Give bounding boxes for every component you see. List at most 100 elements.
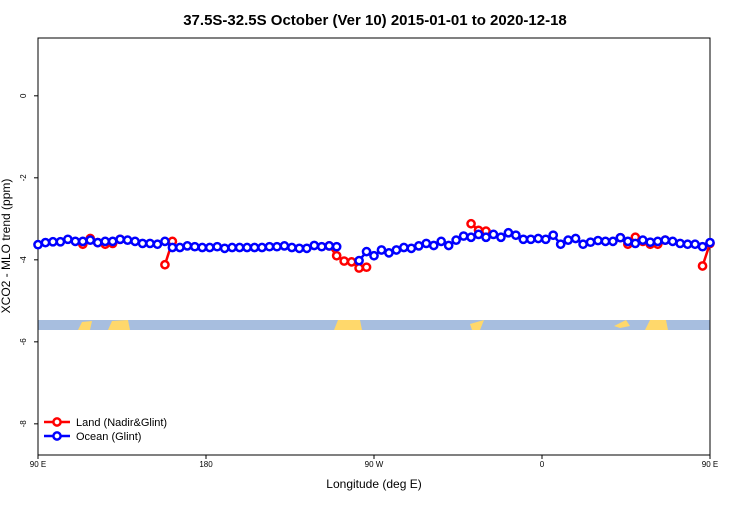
data-point	[511, 230, 521, 241]
data-point	[324, 241, 335, 251]
data-point	[481, 232, 491, 243]
data-point	[331, 250, 342, 261]
data-point	[458, 231, 469, 241]
data-point	[578, 239, 588, 250]
data-point	[421, 238, 432, 249]
data-point	[384, 248, 394, 258]
data-point	[466, 218, 476, 229]
data-point	[466, 232, 476, 243]
data-point	[152, 239, 163, 250]
data-point	[309, 240, 320, 251]
data-point	[496, 232, 506, 243]
data-point	[690, 239, 700, 250]
data-point	[600, 236, 611, 247]
data-point	[339, 256, 349, 266]
data-point	[227, 242, 237, 253]
data-point	[212, 241, 223, 252]
data-point	[436, 236, 447, 247]
data-point	[354, 263, 364, 273]
y-tick-label: -4	[19, 256, 28, 264]
x-tick-label: 0	[540, 460, 545, 469]
x-axis-label: Longitude (deg E)	[326, 477, 421, 491]
data-point	[518, 234, 529, 245]
data-point	[48, 236, 58, 247]
data-point	[160, 259, 170, 270]
data-point	[697, 261, 708, 271]
data-point	[667, 236, 678, 247]
data-point	[272, 241, 282, 252]
data-point	[391, 245, 402, 255]
legend-marker	[52, 417, 62, 427]
data-point	[399, 242, 409, 253]
data-point	[540, 234, 551, 245]
map-strip	[38, 320, 710, 330]
data-point	[525, 234, 536, 245]
y-tick-label: -6	[19, 338, 28, 346]
data-point	[630, 238, 641, 249]
data-point	[361, 246, 372, 257]
data-point	[130, 236, 140, 247]
y-tick-label: -8	[19, 420, 28, 428]
legend-label: Land (Nadir&Glint)	[76, 417, 167, 429]
data-point	[264, 241, 275, 252]
data-point	[660, 235, 671, 245]
data-point	[55, 236, 66, 247]
data-point	[406, 243, 417, 254]
data-point	[40, 237, 51, 248]
y-axis-label: XCO2 - MLO trend (ppm)	[0, 179, 13, 314]
x-tick-label: 90 E	[702, 460, 718, 469]
data-point	[608, 236, 618, 247]
data-point	[331, 241, 342, 252]
data-point	[675, 238, 685, 249]
data-point	[354, 255, 364, 266]
data-point	[70, 236, 81, 247]
data-point	[242, 242, 252, 253]
data-point	[219, 243, 230, 254]
x-tick-label: 90 E	[30, 460, 46, 469]
data-point	[115, 234, 125, 245]
data-point	[92, 237, 103, 248]
legend-label: Ocean (Glint)	[76, 431, 141, 443]
data-point	[697, 241, 708, 252]
data-point	[257, 242, 267, 253]
legend-marker	[52, 431, 62, 441]
data-point	[85, 235, 96, 245]
data-point	[451, 235, 461, 245]
data-point	[503, 227, 514, 238]
data-point	[77, 236, 88, 247]
data-point	[555, 239, 566, 250]
data-point	[234, 242, 245, 253]
data-point	[593, 235, 603, 246]
data-point	[488, 229, 499, 240]
chart-title: 37.5S-32.5S October (Ver 10) 2015-01-01 …	[183, 12, 567, 29]
data-point	[369, 250, 379, 261]
data-point	[585, 237, 596, 248]
data-point	[473, 229, 484, 240]
x-tick-label: 180	[199, 460, 213, 469]
y-tick-label: 0	[19, 93, 28, 98]
data-point	[413, 241, 424, 251]
data-point	[100, 236, 111, 247]
data-point	[182, 241, 193, 251]
data-point	[615, 232, 626, 243]
data-point	[279, 241, 290, 251]
data-point	[63, 234, 73, 245]
data-point	[637, 235, 648, 245]
data-point	[189, 241, 200, 252]
data-point	[682, 239, 693, 250]
data-point	[376, 245, 387, 255]
data-point	[428, 240, 439, 251]
data-point	[316, 241, 327, 252]
data-point	[623, 236, 633, 247]
data-point	[33, 239, 43, 250]
data-point	[570, 233, 581, 244]
data-point	[443, 240, 454, 251]
data-point	[197, 242, 208, 253]
y-tick-label: -2	[19, 174, 28, 182]
data-point	[652, 236, 663, 247]
data-point	[301, 243, 312, 254]
data-point	[548, 230, 559, 241]
data-point	[122, 235, 133, 245]
data-point	[175, 242, 185, 253]
